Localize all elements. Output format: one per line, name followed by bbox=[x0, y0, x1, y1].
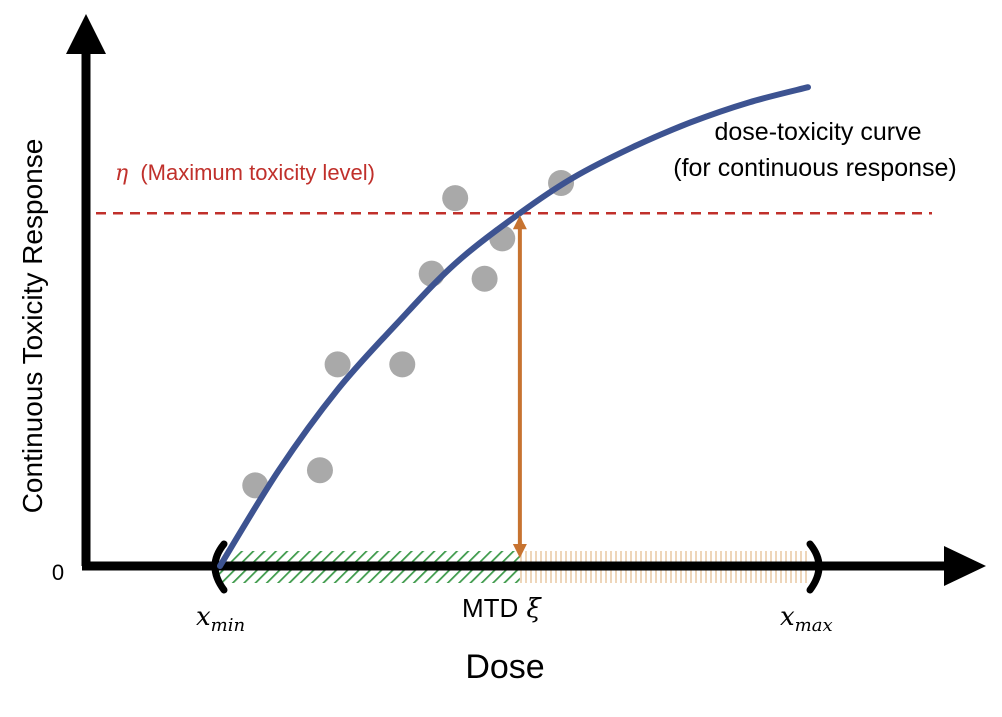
y-axis-arrowhead bbox=[66, 14, 106, 54]
data-point bbox=[471, 265, 498, 292]
x-axis-label: Dose bbox=[465, 648, 544, 686]
eta-symbol: η bbox=[115, 161, 128, 186]
data-point bbox=[389, 351, 416, 378]
x-max-bracket bbox=[806, 540, 823, 594]
x-min-bracket bbox=[211, 540, 228, 594]
x-max-label: xmax bbox=[780, 602, 833, 636]
data-point bbox=[442, 185, 469, 212]
x-axis-arrowhead bbox=[944, 546, 986, 586]
threshold-label-text: (Maximum toxicity level) bbox=[140, 160, 375, 185]
curve-label-line2: (for continuous response) bbox=[673, 154, 956, 182]
dose-toxicity-curve bbox=[217, 84, 811, 569]
threshold-label: η (Maximum toxicity level) bbox=[115, 160, 375, 186]
mtd-label: MTD ξ bbox=[462, 593, 542, 624]
data-point bbox=[324, 351, 351, 378]
y-origin-tick-label: 0 bbox=[52, 560, 64, 585]
mtd-arrow bbox=[512, 215, 527, 558]
x-min-label: xmin bbox=[196, 602, 245, 636]
data-point bbox=[306, 457, 333, 484]
y-axis-label: Continuous Toxicity Response bbox=[17, 139, 48, 514]
curve-label-line1: dose-toxicity curve bbox=[714, 118, 921, 146]
